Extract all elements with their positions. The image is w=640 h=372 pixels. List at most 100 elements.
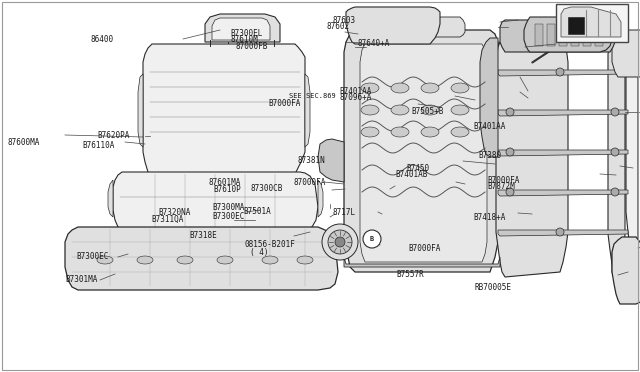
Ellipse shape — [97, 256, 113, 264]
Text: B7418+A: B7418+A — [474, 213, 506, 222]
Text: B7401AA: B7401AA — [474, 122, 506, 131]
Text: B7401AA: B7401AA — [339, 87, 372, 96]
Text: 08156-B201F: 08156-B201F — [244, 240, 295, 249]
Ellipse shape — [451, 83, 469, 93]
Polygon shape — [498, 150, 628, 156]
Text: B7380: B7380 — [479, 151, 502, 160]
Text: B7300EL: B7300EL — [230, 29, 263, 38]
Circle shape — [506, 148, 514, 156]
Polygon shape — [561, 7, 621, 37]
Polygon shape — [305, 74, 310, 147]
Text: 87000FB: 87000FB — [236, 42, 268, 51]
Polygon shape — [344, 257, 500, 267]
Polygon shape — [612, 237, 640, 304]
Ellipse shape — [137, 256, 153, 264]
Text: B7000FA: B7000FA — [488, 176, 520, 185]
Text: B76110A: B76110A — [82, 141, 115, 150]
Text: ( 4): ( 4) — [250, 248, 268, 257]
Polygon shape — [498, 190, 628, 196]
Polygon shape — [344, 30, 500, 272]
Circle shape — [322, 224, 358, 260]
Circle shape — [506, 188, 514, 196]
Ellipse shape — [391, 83, 409, 93]
Polygon shape — [612, 244, 640, 282]
Polygon shape — [205, 14, 280, 42]
Text: B7000FA: B7000FA — [408, 244, 441, 253]
Ellipse shape — [361, 105, 379, 115]
Circle shape — [328, 230, 352, 254]
Polygon shape — [498, 70, 628, 76]
Polygon shape — [65, 227, 338, 290]
Polygon shape — [108, 180, 113, 217]
Text: B7000FA: B7000FA — [269, 99, 301, 108]
Polygon shape — [113, 172, 318, 230]
Text: B7620PA: B7620PA — [97, 131, 130, 140]
Text: 87381N: 87381N — [298, 156, 325, 165]
Text: 87603: 87603 — [333, 16, 356, 25]
Polygon shape — [612, 30, 640, 77]
Circle shape — [611, 188, 619, 196]
Ellipse shape — [361, 127, 379, 137]
Text: B7301MA: B7301MA — [65, 275, 98, 284]
Circle shape — [556, 228, 564, 236]
Polygon shape — [595, 24, 603, 46]
Circle shape — [611, 108, 619, 116]
Ellipse shape — [391, 127, 409, 137]
Text: B7300MA: B7300MA — [212, 203, 245, 212]
Text: 86400: 86400 — [91, 35, 114, 44]
Polygon shape — [547, 24, 555, 46]
Ellipse shape — [262, 256, 278, 264]
Text: 87640+A: 87640+A — [357, 39, 390, 48]
Polygon shape — [500, 20, 615, 52]
Polygon shape — [626, 30, 638, 262]
Ellipse shape — [361, 83, 379, 93]
Ellipse shape — [421, 105, 439, 115]
Text: 8717L: 8717L — [333, 208, 356, 217]
Text: B7300EC: B7300EC — [212, 212, 245, 221]
Text: 87096+A: 87096+A — [339, 93, 372, 102]
Text: B7300EC: B7300EC — [77, 252, 109, 261]
Polygon shape — [498, 230, 628, 236]
Polygon shape — [571, 24, 579, 46]
Polygon shape — [346, 7, 440, 44]
Polygon shape — [583, 24, 591, 46]
Text: 87300CB: 87300CB — [251, 185, 284, 193]
Polygon shape — [496, 32, 568, 277]
Polygon shape — [524, 17, 612, 52]
Text: B7505+B: B7505+B — [411, 107, 444, 116]
Ellipse shape — [421, 83, 439, 93]
Ellipse shape — [217, 256, 233, 264]
Text: 87602: 87602 — [326, 22, 349, 31]
Polygon shape — [559, 24, 567, 46]
Circle shape — [611, 148, 619, 156]
Ellipse shape — [297, 256, 313, 264]
Text: B7320NA: B7320NA — [159, 208, 191, 217]
Polygon shape — [318, 180, 323, 217]
Text: B7501A: B7501A — [243, 207, 271, 216]
Text: SEE SEC.869: SEE SEC.869 — [289, 93, 336, 99]
Polygon shape — [143, 44, 305, 177]
Ellipse shape — [391, 105, 409, 115]
Ellipse shape — [177, 256, 193, 264]
Polygon shape — [318, 139, 344, 182]
Text: B7610P: B7610P — [214, 185, 241, 194]
Polygon shape — [568, 17, 584, 34]
Text: B7311QA: B7311QA — [151, 215, 184, 224]
Polygon shape — [498, 110, 628, 116]
Text: B: B — [370, 236, 374, 242]
Text: 87000FA: 87000FA — [293, 178, 326, 187]
Text: B7318E: B7318E — [189, 231, 217, 240]
Text: 87601MA: 87601MA — [209, 178, 241, 187]
Ellipse shape — [451, 105, 469, 115]
Polygon shape — [385, 17, 465, 37]
Text: B7401AB: B7401AB — [396, 170, 428, 179]
Polygon shape — [360, 44, 487, 262]
Polygon shape — [556, 4, 628, 42]
Polygon shape — [138, 74, 143, 147]
Ellipse shape — [421, 127, 439, 137]
Text: B7450: B7450 — [406, 164, 429, 173]
Text: 87610M: 87610M — [230, 35, 258, 44]
Text: B7557R: B7557R — [397, 270, 424, 279]
Circle shape — [335, 237, 345, 247]
Text: 87600MA: 87600MA — [8, 138, 40, 147]
